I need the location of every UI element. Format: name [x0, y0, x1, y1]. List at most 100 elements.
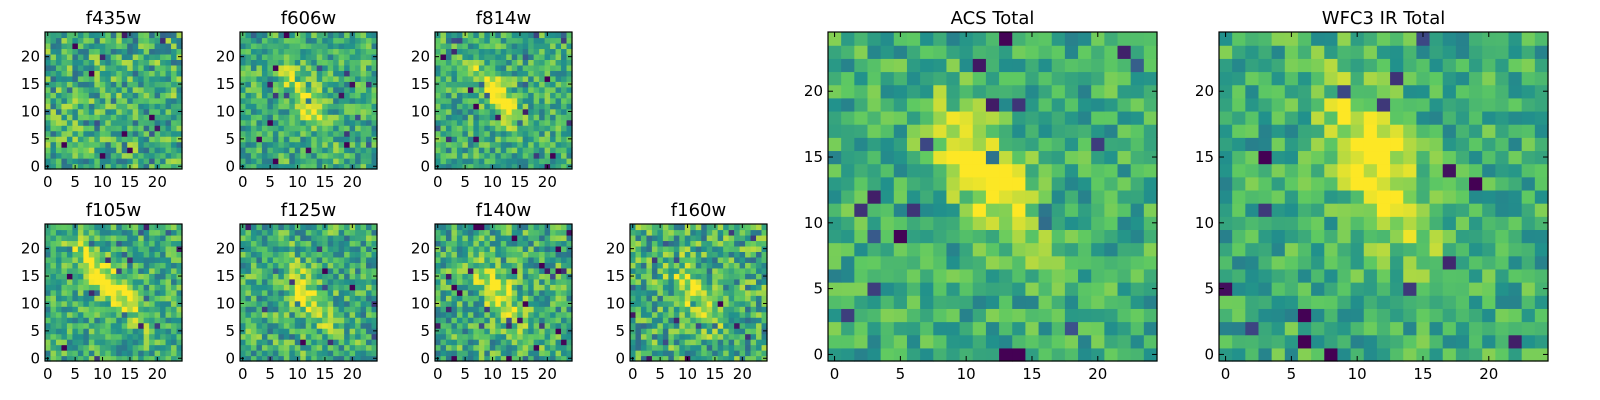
heatmap-cell: [289, 125, 296, 132]
heatmap-cell: [338, 97, 345, 104]
heatmap-cell: [451, 251, 458, 258]
heatmap-cell: [240, 317, 247, 324]
heatmap-cell: [566, 262, 573, 269]
heatmap-cell: [138, 322, 145, 329]
heatmap-cell: [272, 322, 279, 329]
heatmap-cell: [110, 229, 117, 236]
heatmap-cell: [149, 267, 156, 274]
heatmap-cell: [440, 251, 447, 258]
heatmap-cell: [473, 59, 480, 66]
heatmap-cell: [116, 42, 123, 50]
heatmap-cell: [149, 224, 156, 231]
heatmap-cell: [132, 229, 139, 236]
heatmap-cell: [1025, 176, 1040, 191]
heatmap-cell: [305, 295, 312, 302]
heatmap-cell: [473, 234, 480, 242]
heatmap-cell: [456, 262, 463, 269]
heatmap-cell: [250, 245, 258, 252]
heatmap-cell: [272, 251, 279, 258]
heatmap-cell: [640, 300, 648, 307]
heatmap-cell: [906, 189, 921, 204]
heatmap-cell: [679, 317, 686, 324]
heatmap-cell: [1025, 282, 1040, 296]
heatmap-cell: [717, 317, 724, 324]
heatmap-cell: [327, 32, 334, 39]
heatmap-cell: [110, 125, 117, 132]
heatmap-cell: [83, 240, 90, 247]
heatmap-cell: [544, 311, 551, 318]
heatmap-cell: [110, 70, 117, 77]
heatmap-cell: [289, 75, 296, 82]
panel-title: f140w: [476, 200, 531, 221]
heatmap-cell: [690, 245, 697, 252]
heatmap-cell: [893, 268, 908, 283]
heatmap-cell: [272, 350, 279, 357]
heatmap-cell: [132, 284, 139, 291]
heatmap-cell: [528, 147, 535, 154]
heatmap-cell: [561, 289, 568, 296]
heatmap-cell: [333, 86, 340, 93]
heatmap-cell: [278, 152, 285, 159]
heatmap-cell: [544, 103, 551, 110]
heatmap-cell: [500, 317, 507, 324]
heatmap-cell: [77, 136, 84, 143]
heatmap-cell: [360, 311, 367, 318]
heatmap-cell: [300, 344, 307, 351]
heatmap-cell: [371, 59, 378, 66]
heatmap-cell: [121, 81, 128, 88]
heatmap-cell: [1117, 308, 1132, 323]
heatmap-cell: [561, 245, 568, 252]
heatmap-cell: [355, 339, 362, 346]
heatmap-cell: [344, 53, 351, 60]
heatmap-cell: [467, 229, 474, 236]
heatmap-cell: [854, 229, 869, 244]
heatmap-cell: [83, 42, 90, 50]
heatmap-cell: [127, 130, 134, 137]
heatmap-cell: [61, 97, 68, 104]
heatmap-cell: [165, 32, 172, 39]
heatmap-cell: [972, 268, 987, 283]
heatmap-cell: [116, 86, 123, 93]
heatmap-cell: [528, 103, 535, 110]
heatmap-cell: [333, 147, 340, 154]
heatmap-cell: [121, 130, 128, 137]
heatmap-cell: [1078, 347, 1092, 362]
heatmap-cell: [985, 321, 1000, 336]
heatmap-cell: [311, 322, 318, 329]
heatmap-cell: [305, 240, 312, 247]
heatmap-cell: [45, 306, 52, 313]
heatmap-cell: [500, 306, 507, 313]
heatmap-cell: [333, 251, 340, 258]
heatmap-cell: [706, 262, 713, 269]
heatmap-cell: [127, 267, 134, 274]
heatmap-cell: [261, 163, 268, 170]
heatmap-cell: [445, 240, 453, 247]
heatmap-cell: [1078, 203, 1092, 217]
heatmap-cell: [528, 317, 535, 324]
heatmap-cell: [679, 273, 686, 280]
heatmap-cell: [278, 92, 285, 99]
heatmap-cell: [149, 322, 156, 329]
heatmap-cell: [333, 114, 340, 121]
heatmap-cell: [489, 234, 496, 242]
heatmap-cell: [272, 48, 279, 55]
heatmap-cell: [533, 108, 540, 115]
heatmap-cell: [294, 114, 301, 121]
heatmap-cell: [478, 289, 485, 296]
x-tick-label: 0: [238, 173, 248, 191]
heatmap-cell: [662, 229, 669, 236]
heatmap-cell: [701, 328, 708, 335]
heatmap-cell: [495, 125, 502, 132]
heatmap-cell: [110, 224, 117, 231]
heatmap-cell: [77, 42, 84, 50]
heatmap-cell: [121, 147, 128, 154]
heatmap-cell: [451, 311, 458, 318]
heatmap-cell: [1064, 268, 1079, 283]
heatmap-cell: [690, 289, 697, 296]
heatmap-cell: [61, 81, 68, 88]
heatmap-cell: [160, 130, 167, 137]
heatmap-cell: [171, 163, 178, 170]
heatmap-cell: [1038, 268, 1053, 283]
heatmap-cell: [94, 59, 101, 66]
heatmap-cell: [946, 308, 961, 323]
